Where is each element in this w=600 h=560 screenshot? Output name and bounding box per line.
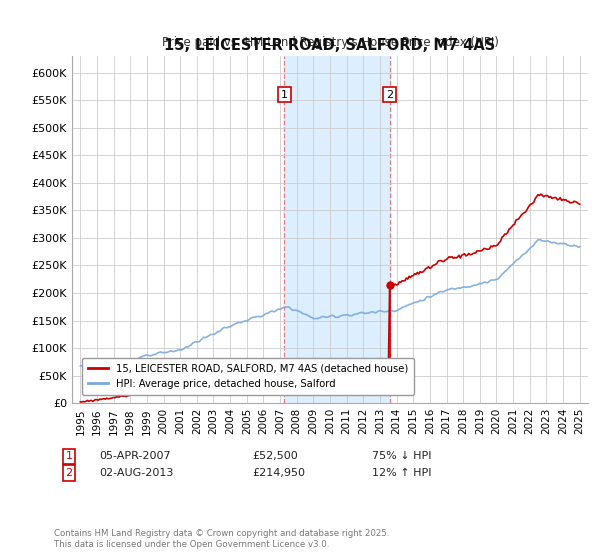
Text: 05-APR-2007: 05-APR-2007	[99, 451, 170, 461]
Text: 1: 1	[281, 90, 288, 100]
Text: 75% ↓ HPI: 75% ↓ HPI	[372, 451, 431, 461]
Text: 12% ↑ HPI: 12% ↑ HPI	[372, 468, 431, 478]
Text: 2: 2	[386, 90, 393, 100]
Text: Price paid vs. HM Land Registry's House Price Index (HPI): Price paid vs. HM Land Registry's House …	[161, 36, 499, 49]
Bar	[284, 56, 389, 403]
Legend: 15, LEICESTER ROAD, SALFORD, M7 4AS (detached house), HPI: Average price, detach: 15, LEICESTER ROAD, SALFORD, M7 4AS (det…	[82, 358, 415, 395]
Text: £52,500: £52,500	[252, 451, 298, 461]
Text: Contains HM Land Registry data © Crown copyright and database right 2025.
This d: Contains HM Land Registry data © Crown c…	[54, 529, 389, 549]
Text: 1: 1	[65, 451, 73, 461]
Text: £214,950: £214,950	[252, 468, 305, 478]
Text: 02-AUG-2013: 02-AUG-2013	[99, 468, 173, 478]
Text: 2: 2	[65, 468, 73, 478]
Title: 15, LEICESTER ROAD, SALFORD, M7 4AS: 15, LEICESTER ROAD, SALFORD, M7 4AS	[164, 39, 496, 53]
